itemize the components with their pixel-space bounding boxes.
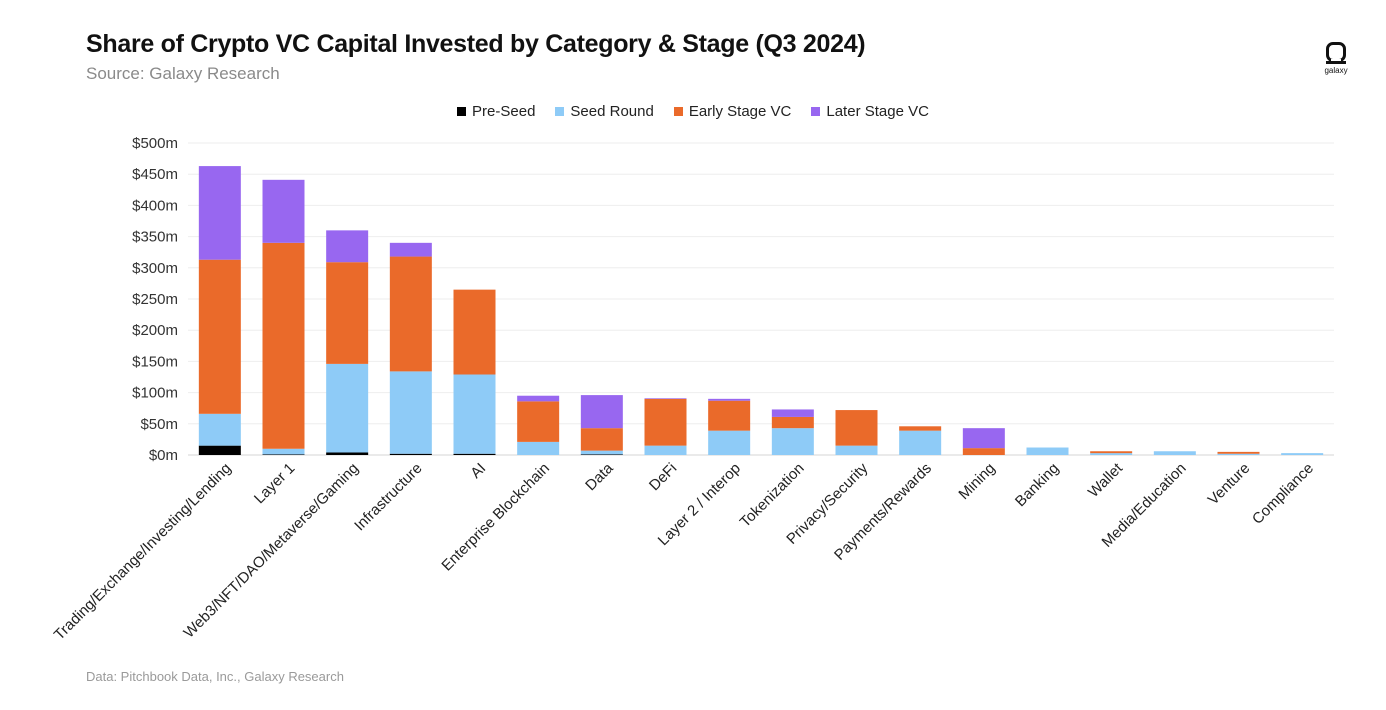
bar-segment — [771, 409, 814, 417]
x-tick-label: Banking — [1012, 460, 1062, 510]
bar-segment — [517, 401, 560, 442]
bar-segment — [644, 445, 687, 455]
bar-segment — [198, 413, 241, 446]
bar-segment — [198, 166, 241, 260]
legend-swatch — [811, 107, 821, 116]
x-tick-label: Infrastructure — [351, 460, 426, 535]
bar-segment — [262, 242, 305, 449]
x-tick-label: Mining — [955, 460, 998, 503]
bar-segment — [1090, 451, 1133, 454]
y-tick-label: $350m — [132, 229, 178, 246]
x-tick-label: Layer 1 — [251, 460, 298, 507]
bar-segment — [198, 445, 241, 455]
galaxy-logo-icon: galaxy — [1316, 40, 1356, 80]
x-tick-label: DeFi — [646, 460, 680, 494]
legend-swatch — [555, 107, 565, 116]
y-tick-label: $0m — [149, 447, 178, 464]
bar-segment — [198, 259, 241, 414]
x-tick-label: Venture — [1205, 460, 1254, 509]
chart-subtitle: Source: Galaxy Research — [86, 64, 280, 83]
bar-segment — [580, 454, 623, 455]
bar-segment — [580, 450, 623, 455]
bar-segment — [771, 416, 814, 429]
bar-segment — [389, 453, 432, 455]
bar-segment — [1281, 453, 1324, 455]
bar-segment — [262, 454, 305, 455]
x-tick-label: Compliance — [1249, 460, 1317, 528]
bar-segment — [835, 445, 878, 455]
bar-segment — [262, 179, 305, 243]
bar-segment — [962, 448, 1005, 455]
x-tick-label: Enterprise Blockchain — [438, 460, 553, 575]
chart-title: Share of Crypto VC Capital Invested by C… — [86, 30, 866, 58]
bar-segment — [326, 363, 369, 453]
bar-segment — [389, 242, 432, 257]
legend-swatch — [457, 107, 467, 116]
y-tick-label: $300m — [132, 260, 178, 277]
bar-segment — [453, 453, 496, 455]
bar-segment — [708, 430, 751, 455]
bar-segment — [708, 400, 751, 431]
y-tick-label: $250m — [132, 291, 178, 308]
bar-segment — [962, 428, 1005, 449]
x-tick-label: Data — [582, 459, 617, 494]
legend-item: Pre-Seed — [457, 103, 535, 120]
x-tick-label: Tokenization — [737, 460, 808, 531]
legend: Pre-Seed Seed Round Early Stage VC Later St… — [0, 103, 1386, 120]
bar-segment — [580, 395, 623, 429]
bar-segment — [389, 371, 432, 454]
bar-segment — [771, 428, 814, 455]
bar-segment — [644, 398, 687, 446]
bar-segment — [644, 398, 687, 399]
y-tick-label: $50m — [140, 416, 178, 433]
bar-segment — [453, 289, 496, 375]
y-tick-label: $400m — [132, 197, 178, 214]
logo-text: galaxy — [1324, 66, 1348, 75]
legend-swatch — [673, 107, 683, 116]
legend-item: Seed Round — [555, 103, 654, 120]
logo-mark-icon — [1326, 42, 1346, 62]
bar-segment — [1090, 453, 1133, 455]
y-tick-label: $200m — [132, 322, 178, 339]
bar-segment — [835, 410, 878, 446]
bar-segment — [1026, 447, 1069, 455]
footnote: Data: Pitchbook Data, Inc., Galaxy Resea… — [86, 669, 344, 684]
bar-segment — [389, 256, 432, 372]
bar-segment — [453, 374, 496, 454]
bar-segment — [262, 448, 305, 455]
bar-segment — [326, 452, 369, 455]
bar-segment — [899, 426, 942, 431]
x-tick-label: Wallet — [1085, 459, 1127, 501]
bar-segment — [517, 441, 560, 455]
y-tick-label: $500m — [132, 135, 178, 152]
bar-segment — [708, 398, 751, 401]
logo-base-icon — [1326, 61, 1346, 64]
y-tick-label: $150m — [132, 353, 178, 370]
y-tick-label: $100m — [132, 385, 178, 402]
legend-label: Early Stage VC — [688, 103, 792, 120]
y-tick-label: $450m — [132, 166, 178, 183]
bar-segment — [1153, 451, 1196, 455]
bar-segment — [1217, 453, 1260, 455]
legend-label: Later Stage VC — [826, 103, 929, 120]
bar-segment — [517, 395, 560, 402]
bar-segment — [580, 428, 623, 451]
bar-segment — [1217, 451, 1260, 454]
legend-item: Early Stage VC — [673, 103, 792, 120]
legend-label: Pre-Seed — [472, 103, 536, 120]
bar-segment — [326, 262, 369, 364]
bar-segment — [326, 230, 369, 263]
bar-segment — [899, 430, 942, 455]
x-tick-label: AI — [467, 460, 489, 482]
legend-label: Seed Round — [570, 103, 654, 120]
legend-item: Later Stage VC — [811, 103, 929, 120]
